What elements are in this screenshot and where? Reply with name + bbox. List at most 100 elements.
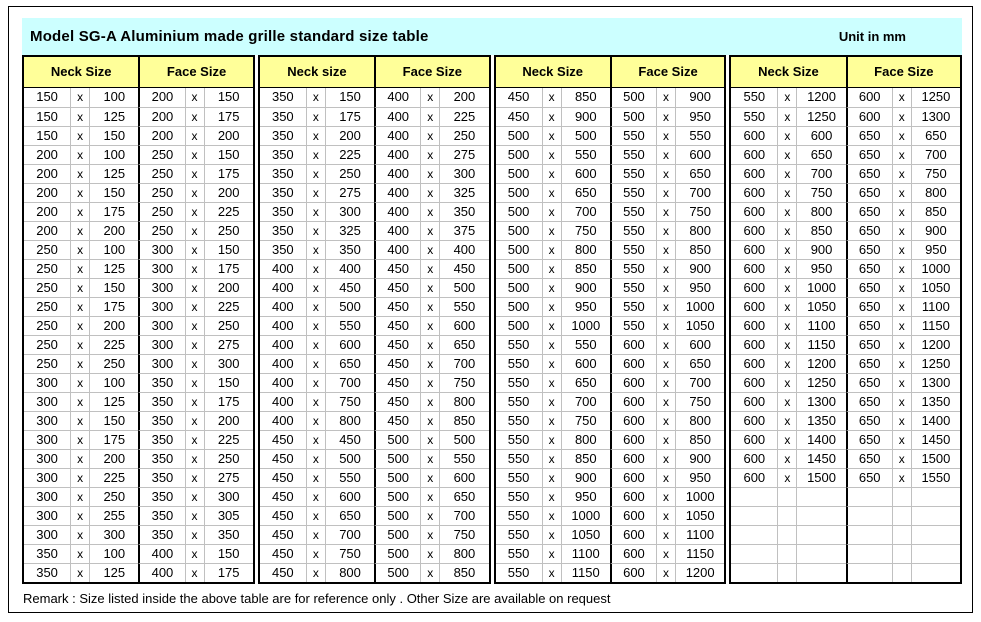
x-separator [778, 525, 798, 544]
table-row: 500 x 650 550 x 700 [495, 183, 725, 202]
size-value: 400 [374, 183, 422, 202]
size-value: 750 [440, 373, 489, 392]
x-separator: x [71, 430, 91, 449]
size-value: 400 [374, 202, 422, 221]
size-value: 700 [797, 164, 846, 183]
size-value: 550 [440, 297, 489, 316]
size-value: 400 [374, 145, 422, 164]
size-value: 200 [204, 411, 253, 430]
size-value: 800 [676, 221, 725, 240]
size-value: 550 [609, 145, 658, 164]
x-separator: x [892, 297, 912, 316]
x-separator: x [71, 164, 91, 183]
size-value: 600 [609, 487, 658, 506]
size-value: 500 [374, 506, 422, 525]
size-value: 175 [90, 202, 139, 221]
table-row: 550 x 1250 600 x 1300 [731, 107, 960, 126]
face-size-header: Face Size [609, 57, 725, 87]
size-value: 450 [325, 430, 375, 449]
size-value: 1250 [797, 107, 846, 126]
size-value: 600 [609, 544, 658, 563]
size-value: 200 [138, 88, 186, 107]
size-value: 450 [374, 259, 422, 278]
x-separator: x [892, 164, 912, 183]
size-value: 450 [259, 544, 307, 563]
size-value: 600 [561, 164, 610, 183]
size-value: 950 [561, 297, 610, 316]
table-row: 550 x 1100 600 x 1150 [495, 544, 725, 563]
size-value: 700 [325, 525, 375, 544]
x-separator: x [657, 126, 677, 145]
size-value: 850 [676, 240, 725, 259]
size-value: 600 [797, 126, 846, 145]
x-separator: x [778, 449, 798, 468]
size-value: 200 [453, 89, 476, 104]
size-value: 100 [90, 145, 139, 164]
x-separator: x [542, 202, 562, 221]
size-value: 150 [217, 89, 240, 104]
table-row: 300 x 250 350 x 300 [24, 487, 253, 506]
table-row: 250 x 100 300 x 150 [24, 240, 253, 259]
size-value: 450 [259, 430, 307, 449]
table-row-empty [731, 544, 960, 563]
remark-text: Remark : Size listed inside the above ta… [23, 591, 611, 606]
table-row: 500 x 500 550 x 550 [495, 126, 725, 145]
size-value: 400 [440, 240, 489, 259]
size-value: 600 [440, 316, 489, 335]
size-value: 550 [609, 316, 658, 335]
size-value: 800 [440, 544, 489, 563]
size-value: 1100 [561, 544, 610, 563]
table-row: 450 x 700 500 x 750 [259, 525, 489, 544]
size-value: 550 [495, 449, 543, 468]
size-value: 275 [204, 335, 253, 354]
size-value: 450 [325, 278, 375, 297]
size-value: 550 [731, 107, 779, 126]
size-value: 750 [676, 202, 725, 221]
x-separator [892, 563, 912, 582]
x-separator: x [892, 221, 912, 240]
x-separator: x [71, 183, 91, 202]
table-row: 550 x 900 600 x 950 [495, 468, 725, 487]
x-separator: x [778, 88, 798, 107]
size-value: 1150 [561, 563, 610, 582]
x-separator: x [71, 335, 91, 354]
size-value: 500 [495, 202, 543, 221]
table-row: 300 x 125 350 x 175 [24, 392, 253, 411]
table-row: 200 x 100 250 x 150 [24, 145, 253, 164]
x-separator: x [892, 145, 912, 164]
table-row: 500 x 950 550 x 1000 [495, 297, 725, 316]
table-row: 300 x 100 350 x 150 [24, 373, 253, 392]
x-separator: x [306, 259, 326, 278]
size-value: 200 [204, 126, 253, 145]
size-value: 275 [204, 468, 253, 487]
size-value: 650 [845, 316, 893, 335]
x-separator [892, 506, 912, 525]
size-value: 950 [797, 259, 846, 278]
size-value: 275 [325, 183, 375, 202]
size-value: 175 [204, 259, 253, 278]
x-separator: x [421, 487, 441, 506]
size-value: 800 [911, 183, 960, 202]
size-value: 600 [609, 525, 658, 544]
size-value: 800 [676, 411, 725, 430]
x-separator: x [778, 335, 798, 354]
size-value: 350 [138, 506, 186, 525]
size-value: 600 [731, 126, 779, 145]
table-row: 550 x 700 600 x 750 [495, 392, 725, 411]
table-row: 350 x 125 400 x 175 [24, 563, 253, 582]
x-separator: x [778, 107, 798, 126]
size-value: 125 [90, 563, 139, 582]
size-value: 550 [609, 240, 658, 259]
size-value: 550 [561, 145, 610, 164]
x-separator: x [185, 563, 205, 582]
x-separator: x [657, 221, 677, 240]
size-value: 350 [259, 202, 307, 221]
x-separator: x [71, 392, 91, 411]
table-row: 450 x 500 500 x 550 [259, 449, 489, 468]
x-separator: x [542, 297, 562, 316]
size-value: 750 [911, 164, 960, 183]
size-value: 600 [609, 354, 658, 373]
size-value: 150 [90, 278, 139, 297]
size-value: 600 [731, 221, 779, 240]
size-value: 300 [204, 487, 253, 506]
